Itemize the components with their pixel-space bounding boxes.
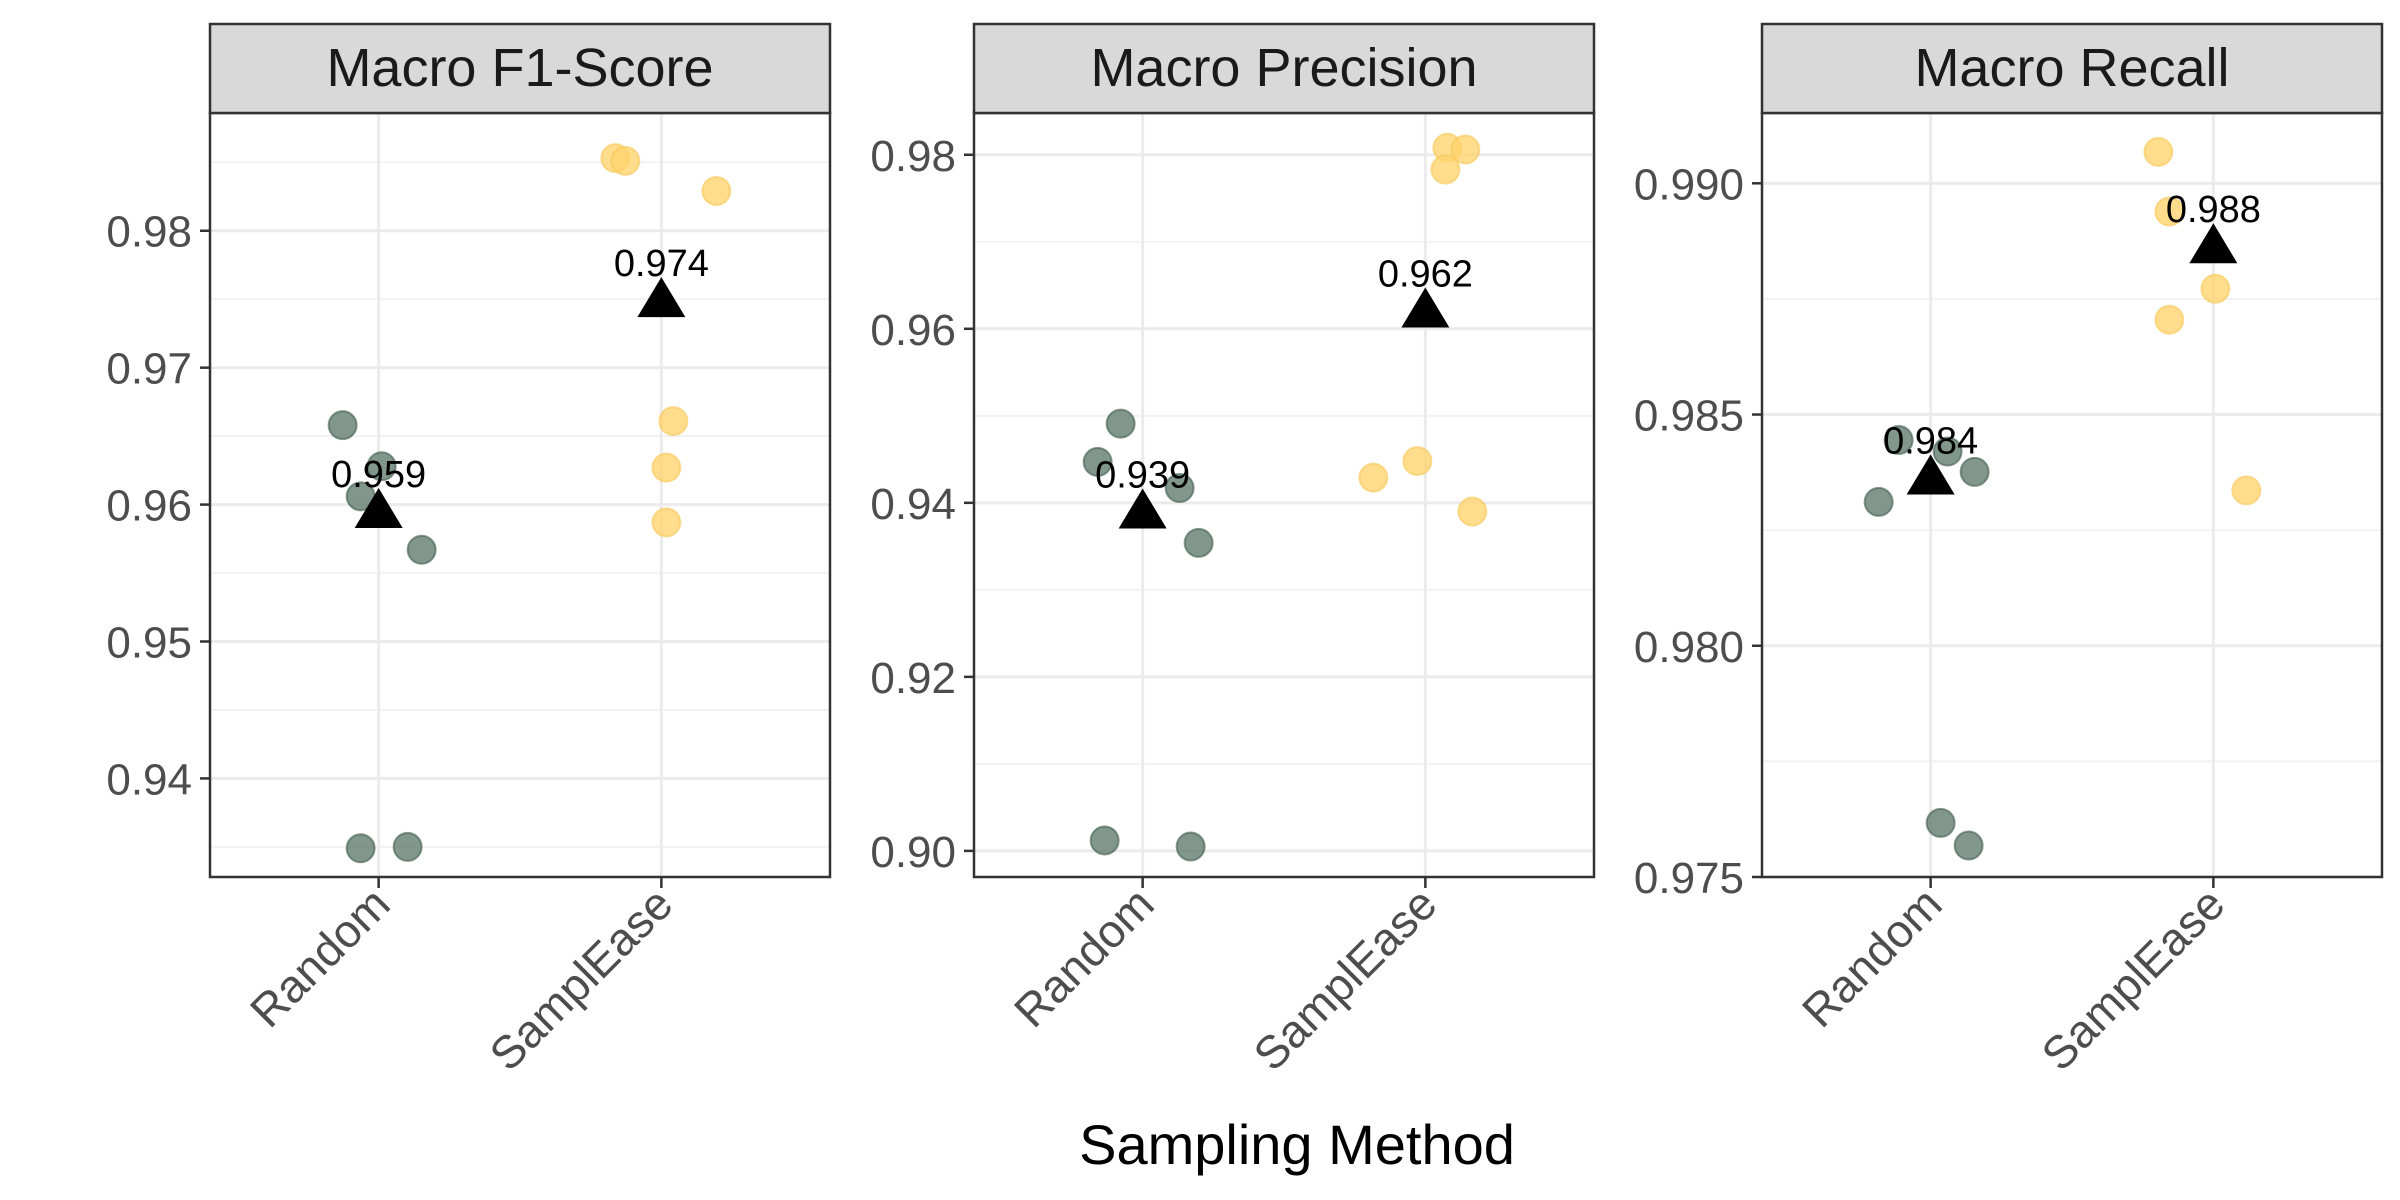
y-tick-label: 0.980: [1634, 623, 1744, 672]
data-point-samplease: [1358, 462, 1389, 493]
y-tick-label: 0.95: [106, 619, 192, 668]
mean-label: 0.962: [1378, 253, 1473, 295]
data-point-random: [366, 451, 397, 482]
y-tick-label: 0.97: [106, 345, 192, 394]
data-point-random: [406, 534, 437, 565]
facet-strip: [972, 22, 1596, 115]
x-tick-label: Random: [1792, 877, 1952, 1037]
x-tick-label: Random: [240, 877, 400, 1037]
data-point-samplease: [610, 145, 641, 176]
data-point-samplease: [1430, 154, 1461, 185]
mean-marker: [354, 487, 403, 528]
y-tick-label: 0.98: [106, 208, 192, 257]
x-tick-label: SamplEase: [2031, 877, 2234, 1080]
facet-strip: [1760, 22, 2384, 115]
y-tick-label: 0.94: [870, 480, 956, 529]
x-tick-label: SamplEase: [479, 877, 682, 1080]
data-point-random: [345, 833, 376, 864]
facet-title: Macro Precision: [1090, 38, 1477, 98]
x-tick-label: SamplEase: [1243, 877, 1446, 1080]
y-tick-label: 0.990: [1634, 160, 1744, 209]
y-tick-label: 0.975: [1634, 854, 1744, 903]
data-point-random: [1183, 527, 1214, 558]
data-point-samplease: [2154, 196, 2185, 227]
y-tick-label: 0.96: [870, 306, 956, 355]
data-point-samplease: [658, 406, 689, 437]
data-point-random: [1953, 830, 1984, 861]
data-point-samplease: [1457, 496, 1488, 527]
data-point-samplease: [2200, 273, 2231, 304]
mean-marker: [1401, 287, 1450, 328]
data-point-random: [1164, 473, 1195, 504]
data-point-samplease: [1450, 134, 1481, 165]
data-point-random: [1959, 456, 1990, 487]
data-point-samplease: [651, 452, 682, 483]
y-tick-label: 0.985: [1634, 392, 1744, 441]
panel-macro-f1-score: 0.94 0.95 0.96 0.97 0.98 Random SamplEase 0.959…: [106, 22, 832, 1080]
data-point-random: [327, 410, 358, 441]
y-tick-label: 0.94: [106, 755, 192, 804]
mean-marker: [2189, 223, 2238, 264]
data-point-samplease: [651, 507, 682, 538]
mean-marker: [1906, 454, 1955, 495]
mean-label: 0.984: [1883, 420, 1978, 462]
facet-title: Macro Recall: [1914, 38, 2229, 98]
y-tick-label: 0.90: [870, 828, 956, 877]
x-tick-label: Random: [1004, 877, 1164, 1037]
data-point-random: [1082, 446, 1113, 477]
y-tick-label: 0.96: [106, 482, 192, 531]
data-point-random: [1932, 436, 1963, 467]
plot-background: [1762, 113, 2382, 877]
data-point-samplease: [701, 176, 732, 207]
data-point-samplease: [1402, 446, 1433, 477]
data-point-samplease: [2154, 304, 2185, 335]
mean-marker: [637, 277, 686, 318]
mean-label: 0.988: [2166, 189, 2261, 231]
mean-label: 0.974: [614, 243, 709, 285]
plot-background: [210, 113, 830, 877]
mean-marker: [1118, 488, 1167, 529]
y-tick-label: 0.92: [870, 654, 956, 703]
data-point-random: [1089, 825, 1120, 856]
mean-label: 0.939: [1095, 454, 1190, 496]
plot-background: [974, 113, 1594, 877]
data-point-random: [1175, 831, 1206, 862]
facet-strip: [208, 22, 832, 115]
panel-macro-recall: 0.975 0.980 0.985 0.990 Random SamplEase 0.984…: [1634, 22, 2384, 1080]
data-point-samplease: [2231, 475, 2262, 506]
y-tick-label: 0.98: [870, 132, 956, 181]
data-point-random: [392, 831, 423, 862]
facet-title: Macro F1-Score: [326, 38, 713, 98]
data-point-random: [1925, 807, 1956, 838]
data-point-random: [1863, 486, 1894, 517]
data-point-random: [1105, 408, 1136, 439]
panel-macro-precision: 0.90 0.92 0.94 0.96 0.98 Random SamplEase 0.939…: [870, 22, 1596, 1080]
x-axis-title: Sampling Method: [1079, 1113, 1515, 1176]
data-point-samplease: [2143, 136, 2174, 167]
data-point-random: [1883, 424, 1914, 455]
mean-label: 0.959: [331, 454, 426, 496]
